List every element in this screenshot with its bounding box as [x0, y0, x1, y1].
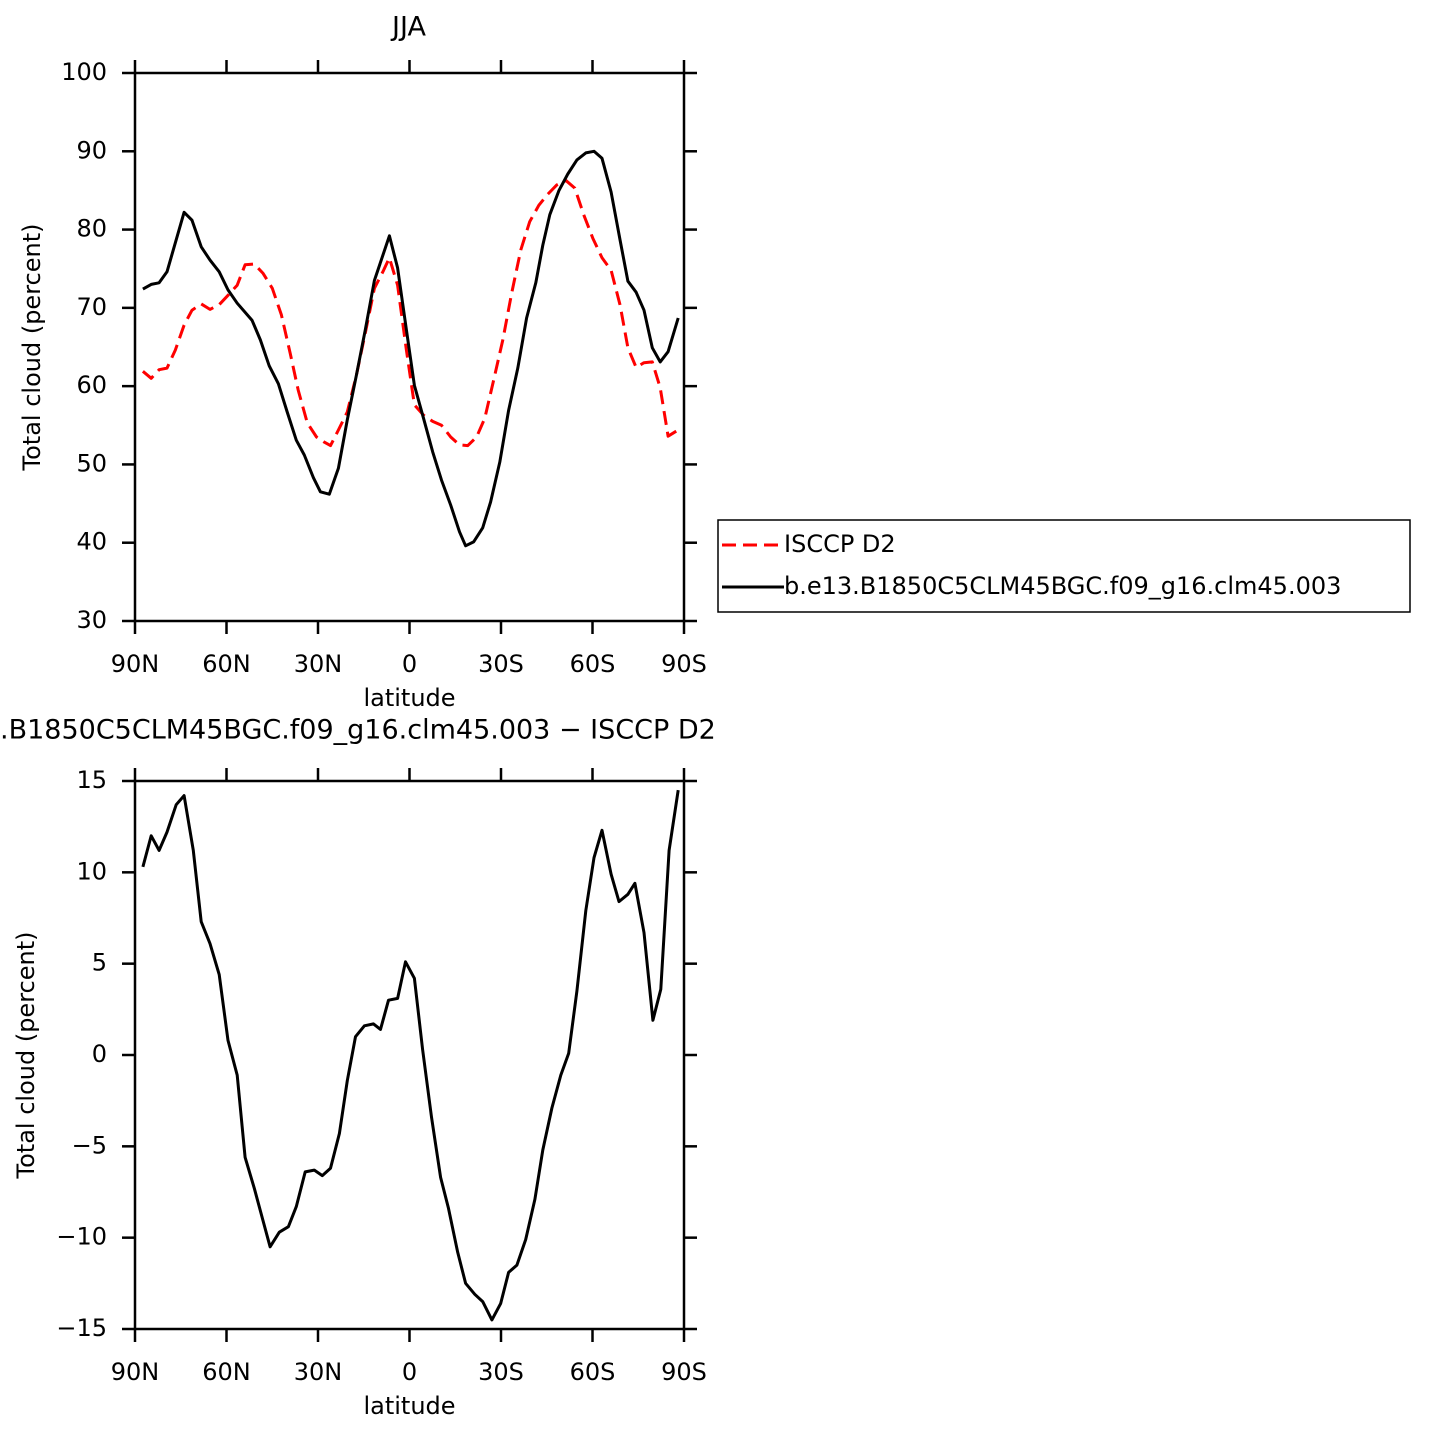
x-tick-label: 0	[402, 650, 417, 678]
chart-title: JJA	[390, 12, 426, 43]
legend-label: ISCCP D2	[784, 530, 896, 558]
x-tick-label: 30N	[294, 650, 343, 678]
y-tick-label: 70	[76, 293, 107, 321]
x-tick-label: 90S	[661, 1358, 707, 1386]
x-tick-label: 30S	[478, 1358, 524, 1386]
y-tick-label: −10	[56, 1223, 107, 1251]
x-tick-label: 90N	[111, 650, 160, 678]
plot-frame	[133, 779, 686, 1331]
x-tick-label: 60S	[570, 650, 616, 678]
x-tick-label: 90N	[111, 1358, 160, 1386]
x-tick-label: 60S	[570, 1358, 616, 1386]
plot-frame	[133, 71, 686, 623]
x-tick-label: 60N	[202, 1358, 251, 1386]
x-tick-label: 30N	[294, 1358, 343, 1386]
x-tick-label: 0	[402, 1358, 417, 1386]
y-tick-label: 5	[92, 949, 107, 977]
legend-label: b.e13.B1850C5CLM45BGC.f09_g16.clm45.003	[784, 572, 1341, 600]
y-tick-label: 90	[76, 136, 107, 164]
data-line	[142, 149, 680, 548]
x-tick-label: 30S	[478, 650, 524, 678]
y-tick-label: −5	[72, 1131, 107, 1159]
y-tick-label: 40	[76, 528, 107, 556]
y-tick-label: 15	[76, 766, 107, 794]
x-tick-label: 60N	[202, 650, 251, 678]
y-axis-label: Total cloud (percent)	[18, 224, 46, 472]
x-axis-label: latitude	[363, 684, 455, 712]
y-tick-label: 0	[92, 1040, 107, 1068]
y-tick-label: −15	[56, 1314, 107, 1342]
legend-box	[717, 519, 1411, 613]
y-tick-label: 80	[76, 215, 107, 243]
x-axis-label: latitude	[363, 1392, 455, 1420]
data-line	[141, 789, 680, 1322]
y-tick-label: 10	[76, 857, 107, 885]
y-tick-label: 50	[76, 449, 107, 477]
data-line	[141, 178, 679, 448]
y-tick-label: 30	[76, 606, 107, 634]
y-tick-label: 60	[76, 371, 107, 399]
chart-title: .B1850C5CLM45BGC.f09_g16.clm45.003 − ISC…	[0, 715, 716, 746]
x-tick-label: 90S	[661, 650, 707, 678]
y-axis-label: Total cloud (percent)	[12, 932, 40, 1180]
y-tick-label: 100	[61, 58, 107, 86]
